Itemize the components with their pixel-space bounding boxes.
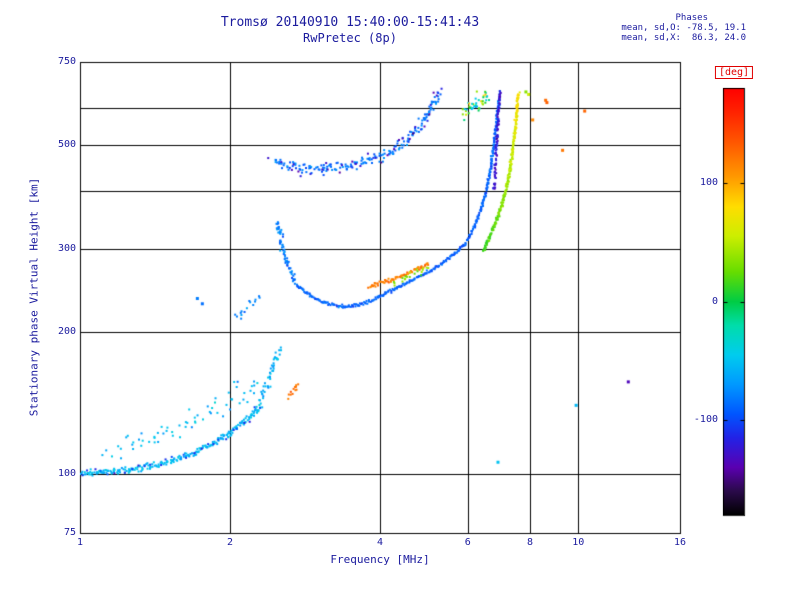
- x-tick-label: 6: [464, 537, 471, 548]
- mean-sd-x-mode: mean, sd,X: 86.3, 24.0: [621, 33, 746, 43]
- page-title: Tromsø 20140910 15:40:00-15:41:43: [220, 15, 480, 30]
- colorbar-tick-label: 0: [711, 295, 718, 307]
- x-tick-label: 4: [376, 537, 384, 548]
- x-tick-label: 10: [572, 537, 585, 548]
- colorbar-units-label: [deg]: [714, 66, 754, 79]
- colorbar-tick-label: 100: [699, 176, 718, 188]
- y-tick-label: 200: [57, 326, 76, 338]
- x-axis-label: Frequency [MHz]: [330, 553, 430, 566]
- phases-heading: Phases: [675, 13, 708, 23]
- x-tick-label: 1: [76, 537, 84, 548]
- x-tick-label: 8: [526, 537, 534, 548]
- y-axis-label: Stationary phase Virtual Height [km]: [27, 177, 41, 417]
- y-tick-label: 500: [57, 138, 76, 150]
- y-tick-label: 100: [57, 468, 76, 480]
- mean-sd-o-mode: mean, sd,O: -78.5, 19.1: [621, 23, 746, 33]
- colorbar-gradient: [723, 88, 744, 515]
- y-tick-label: 75: [63, 527, 76, 538]
- x-tick-label: 2: [226, 537, 234, 548]
- x-tick-label: 16: [673, 537, 687, 548]
- page-subtitle: RwPretec (8p): [303, 31, 397, 45]
- y-tick-label: 300: [57, 243, 76, 255]
- colorbar-tick-label: -100: [693, 414, 718, 426]
- y-tick-label: 750: [57, 56, 76, 67]
